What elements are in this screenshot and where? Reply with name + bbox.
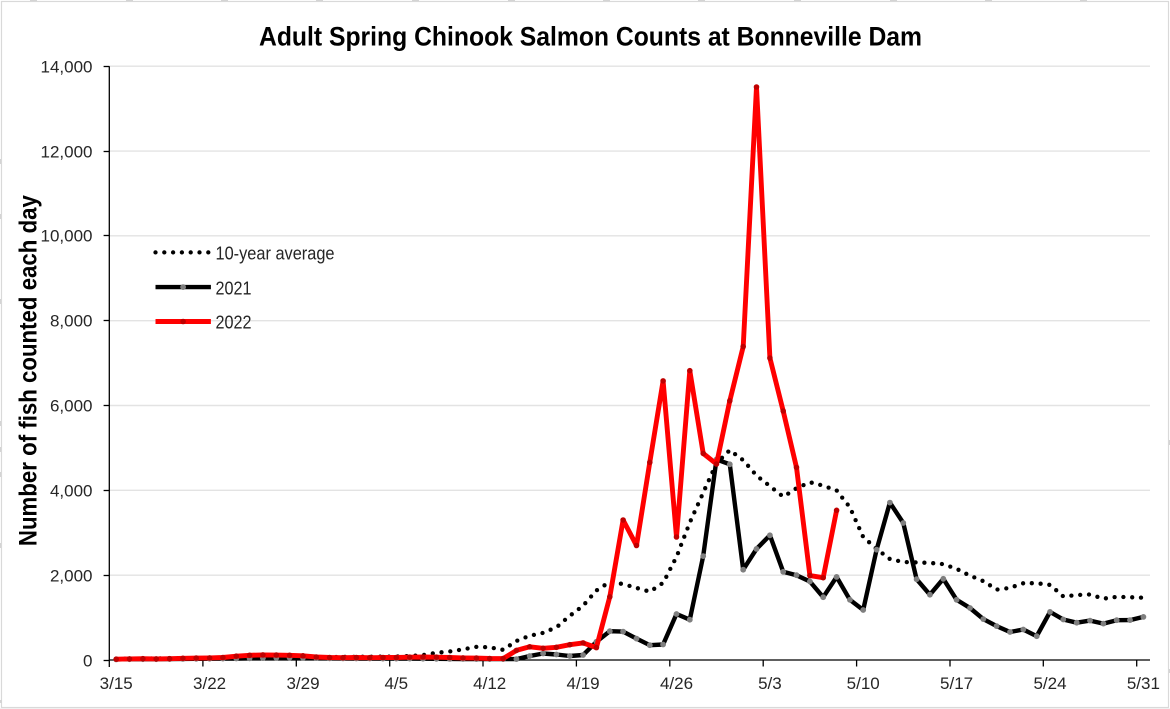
svg-text:14,000: 14,000 xyxy=(41,57,93,76)
svg-text:5/24: 5/24 xyxy=(1033,674,1066,693)
svg-text:2021: 2021 xyxy=(216,277,252,298)
svg-text:12,000: 12,000 xyxy=(41,142,93,161)
svg-text:8,000: 8,000 xyxy=(50,311,93,330)
svg-text:2022: 2022 xyxy=(216,312,252,333)
svg-text:4,000: 4,000 xyxy=(50,481,93,500)
svg-text:5/10: 5/10 xyxy=(847,674,880,693)
svg-text:Number of fish counted each da: Number of fish counted each day xyxy=(15,195,43,546)
svg-text:4/5: 4/5 xyxy=(384,674,408,693)
svg-text:Adult Spring Chinook Salmon Co: Adult Spring Chinook Salmon Counts at Bo… xyxy=(259,22,922,52)
svg-text:10,000: 10,000 xyxy=(41,226,93,245)
svg-text:4/12: 4/12 xyxy=(473,674,506,693)
svg-text:4/19: 4/19 xyxy=(567,674,600,693)
svg-text:5/31: 5/31 xyxy=(1127,674,1160,693)
svg-text:2,000: 2,000 xyxy=(50,566,93,585)
svg-text:5/3: 5/3 xyxy=(758,674,782,693)
svg-text:6,000: 6,000 xyxy=(50,396,93,415)
svg-text:3/29: 3/29 xyxy=(286,674,319,693)
svg-text:10-year average: 10-year average xyxy=(216,243,335,264)
svg-text:5/17: 5/17 xyxy=(940,674,973,693)
svg-text:3/22: 3/22 xyxy=(193,674,226,693)
svg-text:0: 0 xyxy=(83,651,92,670)
svg-text:3/15: 3/15 xyxy=(100,674,133,693)
svg-text:4/26: 4/26 xyxy=(660,674,693,693)
